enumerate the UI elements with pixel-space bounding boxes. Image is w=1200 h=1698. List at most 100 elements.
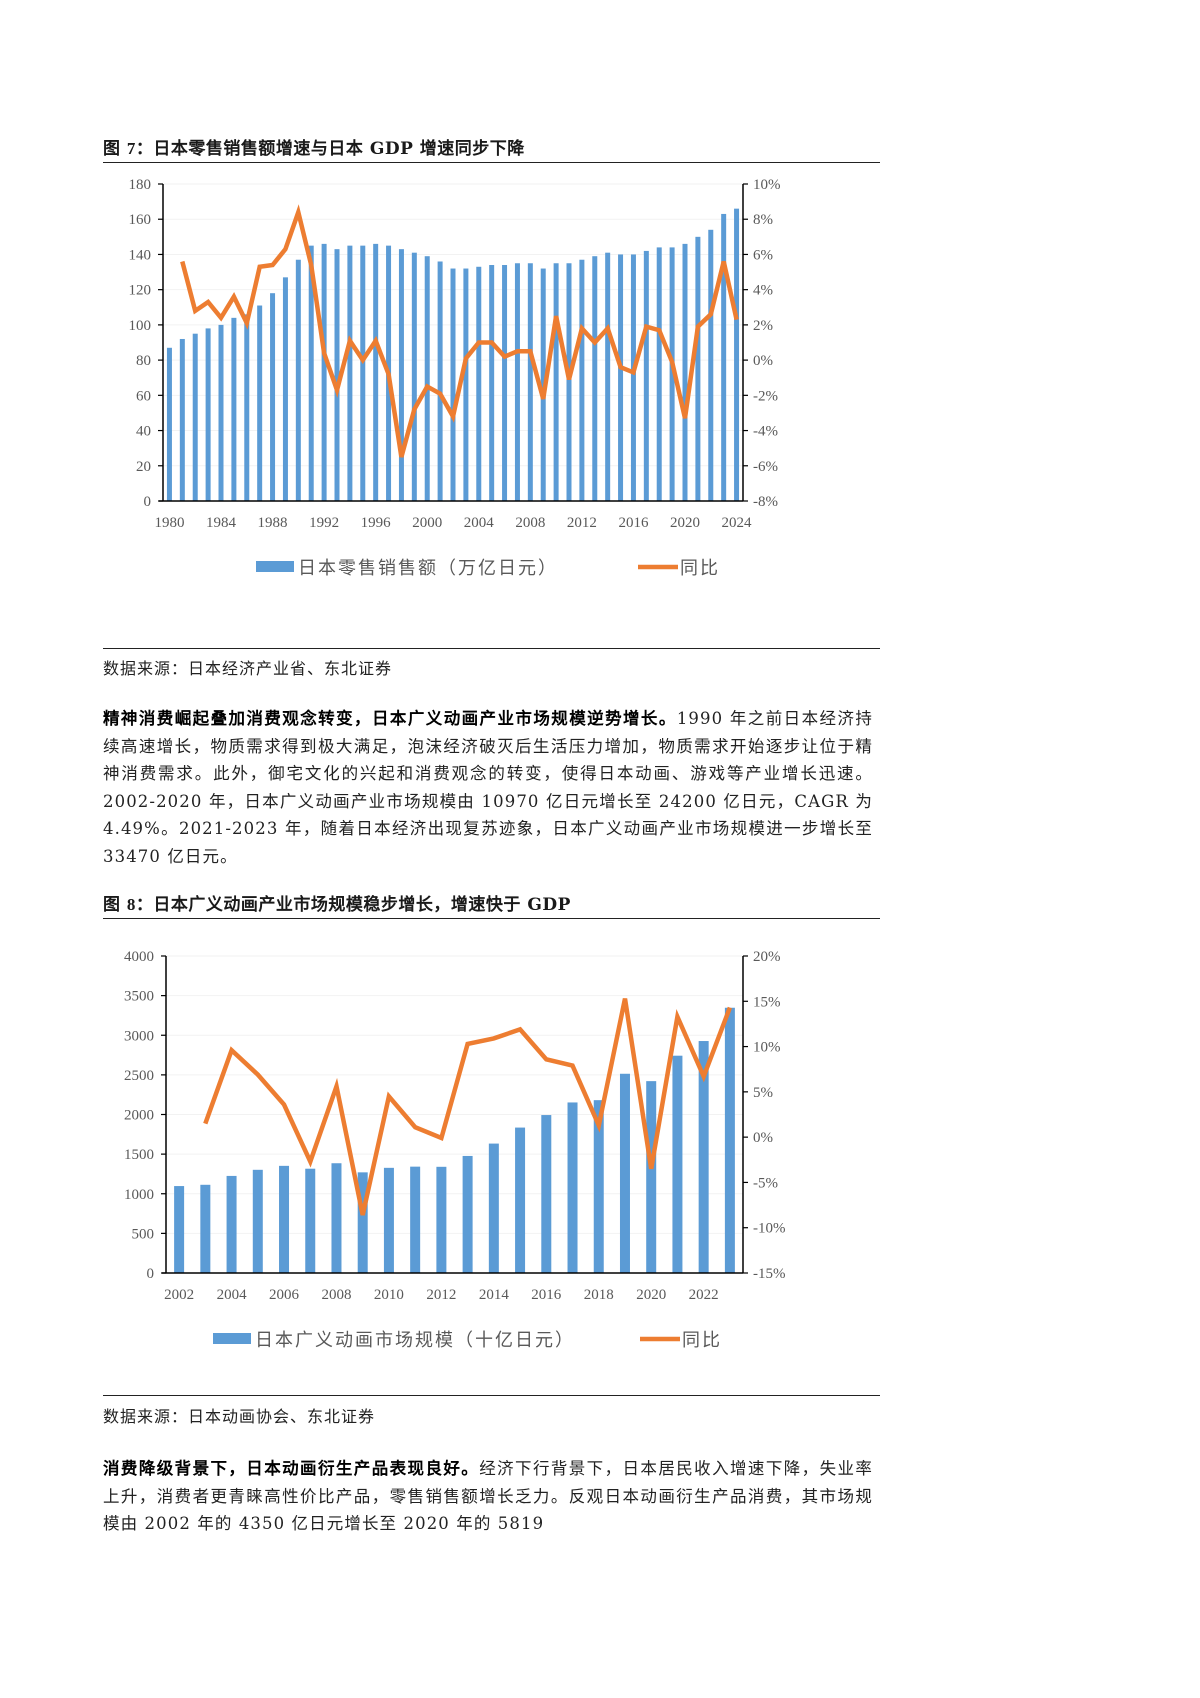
bar [695, 236, 701, 501]
bar [305, 1168, 316, 1273]
yoy-line [203, 998, 733, 1216]
bar [724, 1007, 735, 1273]
bar [226, 1175, 237, 1273]
figure-number: 7 [126, 139, 136, 158]
left-tick-label: 3000 [124, 1028, 154, 1044]
bar [643, 250, 649, 501]
right-tick-label: -4% [753, 424, 778, 440]
bar [567, 1102, 578, 1273]
left-tick-label: 4000 [124, 949, 154, 965]
bar [373, 243, 379, 501]
bar [192, 333, 198, 501]
bar [592, 256, 598, 501]
bar [514, 263, 520, 501]
bar [436, 1166, 447, 1273]
bar [166, 347, 172, 501]
right-tick-label: 5% [753, 1085, 773, 1101]
bar [646, 1081, 657, 1273]
bar [619, 1073, 630, 1273]
x-tick-label: 2020 [636, 1287, 666, 1303]
divider [103, 648, 880, 649]
right-tick-label: 2% [753, 318, 773, 334]
bar [502, 265, 508, 501]
right-tick-label: -6% [753, 459, 778, 475]
figure-label: 图 [103, 139, 127, 159]
right-tick-label: -8% [753, 494, 778, 510]
bar [347, 245, 353, 501]
legend-label-line: 同比 [680, 558, 720, 579]
bar [334, 249, 340, 501]
left-tick-label: 40 [136, 424, 151, 440]
bar [593, 1100, 604, 1273]
x-tick-label: 1992 [309, 515, 339, 531]
legend-label-bar: 日本零售销售额（万亿日元） [298, 558, 558, 579]
left-tick-label: 60 [136, 388, 151, 404]
bar [721, 213, 727, 501]
bar [669, 247, 675, 501]
bar [424, 256, 430, 501]
paragraph-derivatives: 消费降级背景下，日本动画衍生产品表现良好。经济下行背景下，日本居民收入增速下降，… [103, 1455, 873, 1538]
figure-7-title: 图 7：日本零售销售额增速与日本 GDP 增速同步下降 [103, 134, 880, 163]
left-tick-label: 180 [129, 177, 152, 193]
paragraph-lead: 消费降级背景下，日本动画衍生产品表现良好。 [103, 1459, 480, 1478]
right-tick-label: -5% [753, 1175, 778, 1191]
left-tick-label: 0 [147, 1266, 155, 1282]
yoy-line [180, 204, 739, 458]
right-tick-label: 4% [753, 283, 773, 299]
x-tick-label: 2008 [515, 515, 545, 531]
left-tick-label: 2000 [124, 1108, 154, 1124]
bar [553, 263, 559, 501]
bar [541, 1115, 552, 1273]
bar [295, 259, 301, 501]
figure-7-chart: 0 20 40 60 80 100 120 140 160 180 -8% -6% -4% -2% 0% 2%… [129, 177, 781, 579]
figure-number: 8 [126, 895, 136, 914]
bar [515, 1127, 526, 1273]
x-tick-label: 2004 [217, 1287, 248, 1303]
x-tick-label: 1984 [206, 515, 237, 531]
bar [489, 265, 495, 501]
bar [450, 268, 456, 501]
divider [103, 1395, 880, 1396]
figure-caption: ：日本零售销售额增速与日本 GDP 增速同步下降 [135, 139, 525, 159]
bar [656, 247, 662, 501]
left-tick-label: 500 [132, 1226, 155, 1242]
right-tick-label: -10% [753, 1221, 786, 1237]
bar [398, 249, 404, 501]
left-tick-label: 0 [144, 494, 152, 510]
right-tick-label: 8% [753, 212, 773, 228]
x-tick-label: 2010 [374, 1287, 404, 1303]
figure-8-title: 图 8：日本广义动画产业市场规模稳步增长，增速快于 GDP [103, 890, 880, 919]
x-tick-label: 2016 [531, 1287, 562, 1303]
bar [200, 1184, 211, 1273]
right-tick-label: 10% [753, 1040, 781, 1056]
left-tick-label: 2500 [124, 1068, 154, 1084]
x-tick-label: 2014 [479, 1287, 510, 1303]
bar [360, 245, 366, 501]
bar [252, 1169, 263, 1273]
bar [463, 268, 469, 501]
right-tick-label: 20% [753, 949, 781, 965]
paragraph-body: 经济下行背景下，日本居民收入增速下降，失业率上升，消费者更青睐高性价比产品，零售… [103, 1459, 873, 1533]
right-tick-label: 0% [753, 1130, 773, 1146]
bar [270, 293, 276, 501]
x-tick-label: 2012 [426, 1287, 456, 1303]
figure-8-chart: 0 500 1000 1500 2000 2500 3000 3500 4000 -15% -10%… [124, 949, 786, 1351]
x-tick-label: 2020 [670, 515, 700, 531]
bar [174, 1186, 185, 1273]
x-tick-label: 2024 [722, 515, 753, 531]
legend-bar-swatch [213, 1333, 251, 1344]
bar [579, 259, 585, 501]
bar [411, 252, 417, 501]
x-tick-label: 2018 [584, 1287, 614, 1303]
bar [630, 254, 636, 501]
left-tick-label: 160 [129, 212, 152, 228]
bar [205, 328, 211, 501]
bar [218, 324, 224, 501]
bar [682, 243, 688, 501]
bar [476, 266, 482, 501]
bar [437, 261, 443, 501]
legend-bar-swatch [256, 561, 294, 572]
bar [734, 208, 740, 501]
bar [383, 1167, 394, 1273]
left-tick-label: 80 [136, 353, 151, 369]
